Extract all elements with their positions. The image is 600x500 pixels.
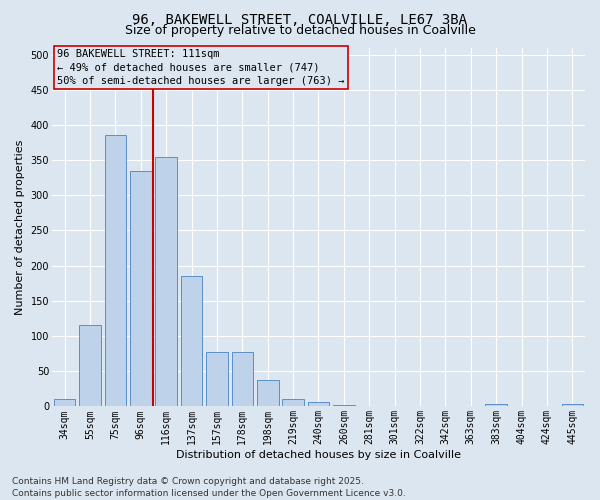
Text: Size of property relative to detached houses in Coalville: Size of property relative to detached ho… (125, 24, 475, 37)
Bar (232, 352, 253, 406)
Bar (79, 326, 101, 406)
Bar (485, 404, 507, 406)
Bar (562, 404, 583, 406)
Bar (308, 402, 329, 406)
Bar (54, 400, 76, 406)
Bar (257, 380, 278, 406)
Bar (104, 136, 126, 406)
Bar (155, 156, 177, 406)
Text: 96, BAKEWELL STREET, COALVILLE, LE67 3BA: 96, BAKEWELL STREET, COALVILLE, LE67 3BA (133, 12, 467, 26)
Bar (333, 405, 355, 406)
Bar (130, 170, 152, 406)
Bar (283, 400, 304, 406)
Text: Contains HM Land Registry data © Crown copyright and database right 2025.
Contai: Contains HM Land Registry data © Crown c… (12, 476, 406, 498)
Text: 96 BAKEWELL STREET: 111sqm
← 49% of detached houses are smaller (747)
50% of sem: 96 BAKEWELL STREET: 111sqm ← 49% of deta… (57, 50, 345, 86)
Bar (206, 352, 228, 406)
Y-axis label: Number of detached properties: Number of detached properties (15, 140, 25, 314)
X-axis label: Distribution of detached houses by size in Coalville: Distribution of detached houses by size … (176, 450, 461, 460)
Bar (181, 276, 202, 406)
